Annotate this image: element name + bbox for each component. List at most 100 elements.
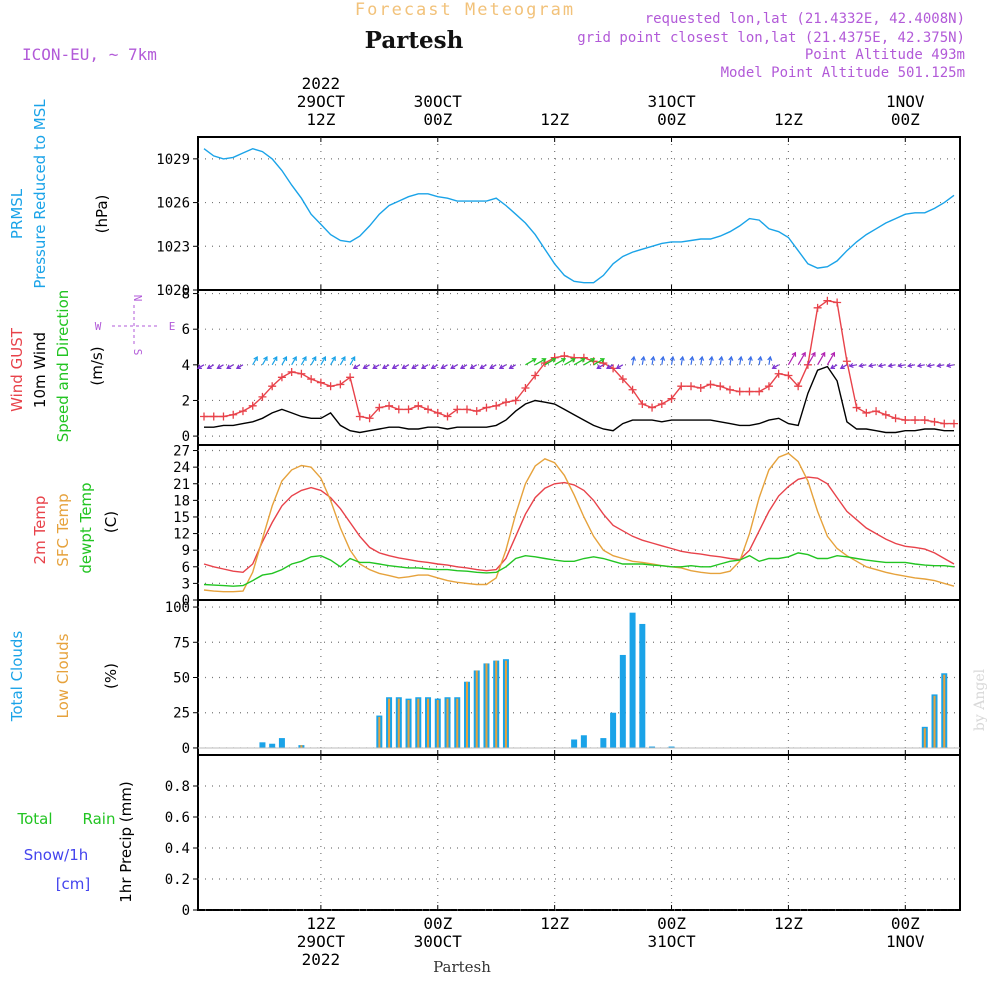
clouds-bar (943, 674, 946, 748)
wind-arrowhead (352, 364, 358, 369)
gust-marker (453, 405, 462, 414)
wind-arrowhead (926, 362, 932, 369)
wind-arrowhead (708, 355, 714, 361)
wind-direction-arrow (817, 352, 826, 366)
clouds-panel: Total Clouds Low Clouds (%) 0 25 50 75 100 (8, 599, 961, 757)
wind-arrowhead (801, 351, 806, 357)
temperature-ytick-label: 0 (182, 593, 190, 609)
wind-direction-arrow (869, 364, 877, 367)
wind-direction-arrow (641, 356, 645, 365)
gust-marker (628, 385, 637, 394)
gust-marker (424, 405, 433, 414)
wind-arrowhead (615, 364, 621, 369)
gust-marker (277, 373, 286, 382)
clouds-bar (446, 698, 449, 748)
temperature-ytick-label: 15 (173, 510, 190, 526)
wind-direction-arrow (441, 364, 448, 369)
precip-cm-label: [cm] (56, 875, 91, 893)
gust-marker (297, 369, 306, 378)
gust-marker (229, 410, 238, 419)
gust-marker (648, 403, 657, 412)
clouds-bar (269, 743, 276, 748)
wind-ytick-label: 4 (182, 358, 190, 374)
wind-direction-arrow (651, 356, 655, 365)
wind-direction-arrow (807, 352, 816, 366)
wind-arrowhead (272, 356, 278, 362)
credit-label: by Angel (972, 668, 988, 731)
wind-arrowhead (321, 356, 327, 362)
top-time-label: 12Z (774, 110, 803, 129)
product-title: Forecast Meteogram (355, 0, 575, 20)
wind-direction-arrow (826, 352, 835, 366)
wind-direction-arrow (291, 356, 297, 366)
gust-marker (833, 298, 842, 307)
gust-marker (803, 360, 812, 369)
wind-arrowhead (531, 358, 537, 363)
wind-arrowhead (887, 362, 893, 369)
gust-marker (248, 401, 257, 410)
gust-marker (706, 380, 715, 389)
temperature-ytick-label: 3 (182, 576, 190, 592)
wind-direction-arrow (947, 364, 955, 367)
temperature-series-sfc-temp (203, 452, 955, 593)
precip-ytick-label: 0.6 (165, 810, 190, 826)
compass-east: E (169, 320, 176, 333)
top-time-label: 1NOV (886, 92, 925, 111)
wind-direction-arrow (748, 356, 752, 365)
wind-arrowhead (791, 351, 797, 357)
gust-marker (677, 382, 686, 391)
model-altitude: Model Point Altitude 501.125m (721, 65, 965, 81)
wind-arrowhead (362, 364, 368, 369)
wind-direction-arrow (830, 364, 838, 369)
wind-direction-arrow (525, 358, 537, 366)
wind-direction-arrow (898, 364, 906, 367)
gust-marker (355, 412, 364, 421)
wind-arrowhead (945, 362, 952, 369)
wind-arrowhead (771, 364, 777, 369)
wind-arrowhead (459, 364, 465, 369)
wind-arrowhead (551, 358, 557, 363)
wind-direction-arrow (470, 364, 478, 369)
precip-panel: Total Rain Snow/1h [cm] 1hr Precip (mm) … (16, 754, 961, 919)
compass-rose: N S W E (95, 295, 176, 356)
clouds-bar (278, 738, 285, 748)
wind-direction-arrow (281, 356, 287, 366)
wind-direction-arrow (888, 364, 896, 367)
wind-arrowhead (381, 364, 388, 369)
gust-marker (482, 403, 491, 412)
wind-arrowhead (450, 364, 456, 369)
gust-marker (404, 405, 413, 414)
gust-marker (433, 408, 442, 417)
gust-marker (326, 382, 335, 391)
bottom-time-label: 2022 (302, 950, 341, 969)
location-title: Partesh (365, 27, 464, 54)
gust-marker (385, 401, 394, 410)
wind-direction-arrow (480, 364, 487, 369)
wind-arrowhead (440, 364, 446, 369)
pressure-ytick-label: 1029 (156, 152, 190, 168)
wind-direction-arrow (596, 364, 604, 369)
clouds-bar (388, 698, 391, 748)
pressure-frame (197, 136, 961, 291)
temperature-panel: 2m Temp SFC Temp dewpt Temp (C) 03691215… (31, 444, 961, 609)
bottom-time-label: 00Z (423, 914, 452, 933)
precip-ytick-label: 0.2 (165, 872, 190, 888)
wind-direction-arrow (300, 356, 307, 366)
temperature-ytick-label: 24 (173, 460, 190, 476)
gust-marker (911, 416, 920, 425)
wind-arrowhead (660, 355, 666, 361)
gust-marker (268, 382, 277, 391)
temp-unit: (C) (102, 511, 120, 533)
wind-label: 10m Wind (31, 332, 49, 408)
clouds-frame (197, 599, 961, 756)
pressure-panel: PRMSL Pressure Reduced to MSL (hPa) 1020… (8, 99, 961, 299)
wind-unit: (m/s) (88, 346, 106, 385)
wind-direction-arrow (670, 356, 674, 365)
clouds-bar (300, 745, 303, 748)
wind-arrowhead (570, 358, 576, 363)
compass-south: S (131, 349, 144, 356)
gust-marker (365, 414, 374, 423)
clouds-bar (397, 698, 400, 748)
wind-arrowhead (669, 355, 675, 361)
